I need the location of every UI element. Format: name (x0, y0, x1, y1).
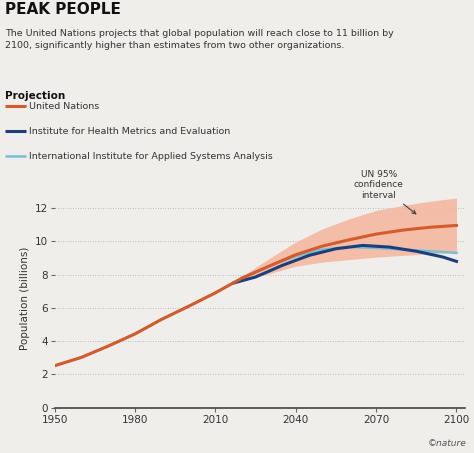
Text: Projection: Projection (5, 91, 65, 101)
Text: The United Nations projects that global population will reach close to 11 billio: The United Nations projects that global … (5, 29, 393, 50)
Text: United Nations: United Nations (29, 102, 100, 111)
Text: UN 95%
confidence
interval: UN 95% confidence interval (354, 170, 416, 214)
Text: ©nature: ©nature (428, 439, 467, 448)
Text: Institute for Health Metrics and Evaluation: Institute for Health Metrics and Evaluat… (29, 127, 231, 136)
Text: International Institute for Applied Systems Analysis: International Institute for Applied Syst… (29, 152, 273, 161)
Y-axis label: Population (billions): Population (billions) (20, 246, 30, 350)
Text: PEAK PEOPLE: PEAK PEOPLE (5, 2, 120, 17)
